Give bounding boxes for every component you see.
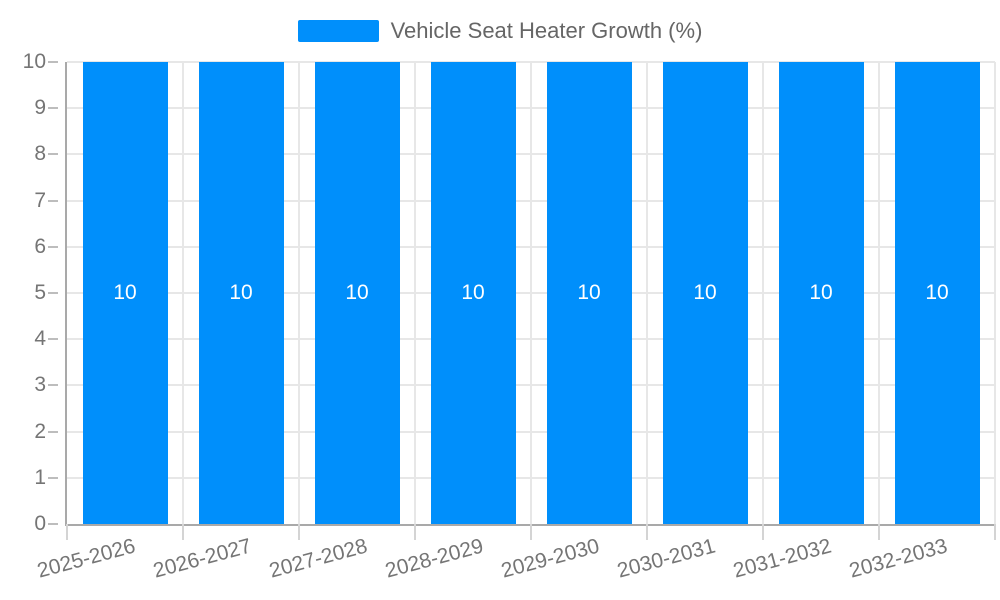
y-axis-line — [65, 62, 67, 524]
y-axis-tick-label: 4 — [34, 327, 46, 351]
y-axis-tick-label: 9 — [34, 96, 46, 120]
gridline-vertical — [414, 62, 416, 524]
x-axis-tick — [878, 524, 880, 540]
x-axis-tick — [298, 524, 300, 540]
y-axis-tick-label: 1 — [34, 465, 46, 489]
y-axis-tick-label: 2 — [34, 419, 46, 443]
bar: 10 — [430, 62, 516, 524]
gridline-vertical — [646, 62, 648, 524]
x-axis-tick — [994, 524, 996, 540]
plot-area: 10 10 10 10 10 10 10 10 — [65, 61, 996, 526]
x-axis-tick — [646, 524, 648, 540]
bar-value-label: 10 — [345, 281, 369, 304]
gridline-vertical — [878, 62, 880, 524]
legend-label: Vehicle Seat Heater Growth (%) — [390, 18, 703, 43]
bar-value-label: 10 — [925, 281, 949, 304]
y-axis-tick — [48, 476, 58, 479]
bar: 10 — [662, 62, 748, 524]
bar: 10 — [778, 62, 864, 524]
gridline-vertical — [530, 62, 532, 524]
y-axis-tick-label: 8 — [34, 142, 46, 166]
bar: 10 — [198, 62, 284, 524]
y-axis-tick — [48, 61, 58, 63]
chart-legend: Vehicle Seat Heater Growth (%) — [0, 18, 1000, 44]
y-axis-tick-label: 0 — [34, 512, 46, 535]
x-axis-tick — [530, 524, 532, 540]
y-axis-tick-label: 3 — [34, 373, 46, 397]
gridline-vertical — [182, 62, 184, 524]
bar-value-label: 10 — [461, 281, 485, 304]
bar: 10 — [546, 62, 632, 524]
gridline-vertical — [298, 62, 300, 524]
bar-value-label: 10 — [577, 281, 601, 304]
x-axis-tick — [182, 524, 184, 540]
y-axis-tick — [48, 292, 58, 294]
x-axis-tick — [762, 524, 764, 540]
y-axis-tick — [48, 199, 58, 202]
x-axis-tick — [66, 524, 68, 540]
gridline-vertical — [994, 62, 996, 524]
y-axis-tick — [48, 107, 58, 110]
bar-value-label: 10 — [113, 281, 137, 304]
y-axis-tick — [48, 523, 58, 525]
bar: 10 — [314, 62, 400, 524]
bar: 10 — [894, 62, 980, 524]
y-axis-tick — [48, 338, 58, 341]
bar-value-label: 10 — [229, 281, 253, 304]
y-axis-tick — [48, 384, 58, 387]
y-axis-tick-label: 10 — [22, 50, 46, 73]
bar-value-label: 10 — [809, 281, 833, 304]
y-axis-tick-label: 7 — [34, 188, 46, 212]
y-axis-tick-label: 5 — [34, 281, 46, 304]
y-axis-tick-label: 6 — [34, 234, 46, 258]
y-axis-tick — [48, 245, 58, 248]
y-axis-tick — [48, 430, 58, 433]
gridline-vertical — [762, 62, 764, 524]
x-axis-tick — [414, 524, 416, 540]
bar-value-label: 10 — [693, 281, 717, 304]
bar: 10 — [82, 62, 168, 524]
y-axis-tick — [48, 153, 58, 156]
legend-swatch — [297, 20, 379, 42]
